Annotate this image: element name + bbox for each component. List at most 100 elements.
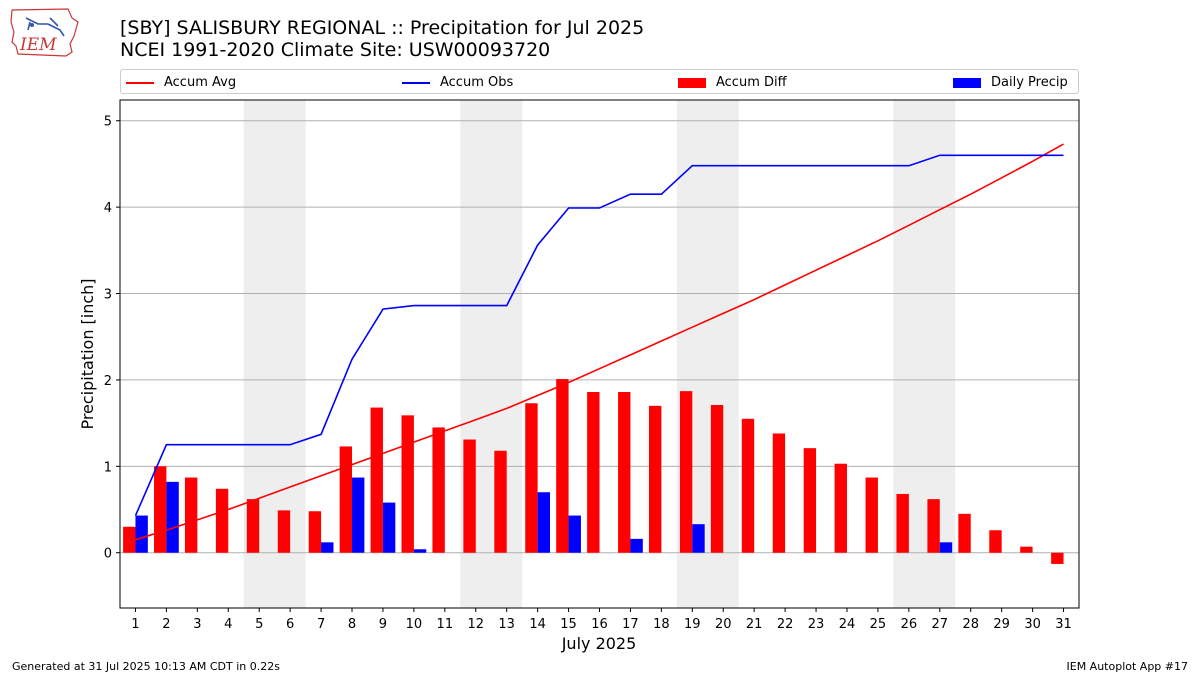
footer-generated: Generated at 31 Jul 2025 10:13 AM CDT in… [12, 660, 280, 673]
bar-accum-diff [277, 510, 291, 553]
legend-swatch-accum-diff [678, 77, 706, 88]
x-tick-label: 3 [193, 617, 201, 632]
y-tick-label: 1 [104, 460, 112, 475]
bar-accum-diff [184, 477, 198, 553]
bar-accum-diff [587, 392, 600, 553]
bar-accum-diff [679, 391, 693, 553]
bar-accum-diff [1051, 552, 1064, 564]
y-tick-label: 4 [104, 201, 112, 216]
iem-logo: IEM [8, 6, 80, 58]
x-tick-label: 17 [622, 617, 639, 632]
x-tick-label: 9 [379, 617, 387, 632]
bar-accum-diff [463, 439, 476, 553]
x-tick-label: 31 [1055, 617, 1072, 632]
bar-accum-diff [803, 448, 817, 553]
bar-accum-diff [989, 530, 1002, 553]
x-tick-label: 5 [255, 617, 263, 632]
lines [134, 143, 1064, 541]
y-axis-label: Precipitation [inch] [78, 278, 97, 429]
legend: Accum Avg Accum Obs Accum Diff Daily Pre… [120, 69, 1079, 94]
legend-label-daily-precip: Daily Precip [991, 75, 1068, 90]
x-tick-label: 1 [131, 617, 139, 632]
chart-title: [SBY] SALISBURY REGIONAL :: Precipitatio… [120, 17, 645, 39]
x-tick-label: 20 [715, 617, 732, 632]
bar-accum-diff [556, 379, 569, 553]
bar-accum-diff [834, 463, 847, 553]
x-tick-label: 16 [591, 617, 608, 632]
x-tick-label: 26 [901, 617, 918, 632]
legend-swatch-accum-avg [126, 81, 154, 84]
x-tick-label: 28 [962, 617, 979, 632]
legend-label-accum-diff: Accum Diff [716, 75, 787, 90]
x-tick-label: 18 [653, 617, 670, 632]
bar-accum-diff [123, 526, 136, 553]
x-tick-label: 21 [746, 617, 763, 632]
bar-daily-precip [352, 477, 365, 553]
x-tick-label: 23 [808, 617, 825, 632]
legend-label-accum-obs: Accum Obs [440, 75, 514, 90]
bar-accum-diff [618, 392, 631, 553]
legend-item-accum-obs: Accum Obs [402, 70, 513, 95]
bar-accum-diff [896, 493, 909, 553]
bar-accum-diff [494, 450, 507, 553]
bar-daily-precip [630, 538, 643, 553]
bar-daily-precip [537, 492, 551, 553]
x-axis-label: July 2025 [561, 634, 637, 653]
y-tick-label: 5 [104, 115, 112, 130]
y-tick-label: 3 [104, 288, 112, 303]
x-tick-label: 6 [286, 617, 294, 632]
x-tick-label: 30 [1024, 617, 1041, 632]
bar-daily-precip [321, 542, 334, 553]
bar-daily-precip [382, 502, 396, 553]
x-tick-label: 4 [224, 617, 232, 632]
bar-accum-diff [1020, 546, 1033, 553]
bar-accum-diff [308, 511, 322, 553]
x-tick-label: 14 [529, 617, 546, 632]
bar-daily-precip [939, 542, 953, 553]
x-tick-label: 11 [437, 617, 454, 632]
chart-subtitle: NCEI 1991-2020 Climate Site: USW00093720 [120, 39, 551, 61]
bar-accum-diff [525, 403, 538, 553]
y-tick-label: 2 [104, 374, 112, 389]
logo-text: IEM [19, 35, 57, 55]
bar-accum-diff [246, 499, 260, 553]
x-tick-label: 10 [406, 617, 423, 632]
bar-daily-precip [166, 481, 179, 553]
x-tick-label: 13 [498, 617, 515, 632]
bar-accum-diff [927, 499, 940, 553]
y-tick-label: 0 [104, 547, 112, 562]
legend-item-accum-diff: Accum Diff [678, 70, 787, 95]
bar-accum-diff [401, 415, 414, 553]
x-tick-label: 22 [777, 617, 794, 632]
bar-accum-diff [710, 404, 724, 553]
x-tick-label: 12 [467, 617, 484, 632]
x-tick-label: 2 [162, 617, 170, 632]
x-tick-label: 29 [993, 617, 1010, 632]
x-tick-label: 8 [348, 617, 356, 632]
bar-accum-diff [865, 477, 878, 553]
legend-swatch-daily-precip [953, 77, 981, 88]
bar-accum-diff [339, 446, 353, 553]
legend-swatch-accum-obs [402, 81, 430, 84]
bar-accum-diff [772, 433, 786, 553]
x-tick-label: 7 [317, 617, 325, 632]
bar-accum-diff [958, 513, 971, 553]
bar-daily-precip [135, 515, 148, 553]
footer-app: IEM Autoplot App #17 [1066, 660, 1189, 673]
bar-accum-diff [215, 488, 229, 553]
x-tick-label: 25 [870, 617, 887, 632]
x-tick-label: 24 [839, 617, 856, 632]
x-tick-label: 15 [560, 617, 577, 632]
bar-daily-precip [568, 515, 581, 553]
bar-daily-precip [413, 549, 427, 553]
legend-item-accum-avg: Accum Avg [126, 70, 236, 95]
bar-accum-diff [370, 407, 383, 553]
x-tick-label: 19 [684, 617, 701, 632]
bar-accum-diff [432, 427, 445, 553]
legend-label-accum-avg: Accum Avg [164, 75, 237, 90]
line-accum-avg [135, 143, 1064, 541]
line-accum-obs [134, 154, 1064, 516]
bar-accum-diff [154, 466, 167, 553]
